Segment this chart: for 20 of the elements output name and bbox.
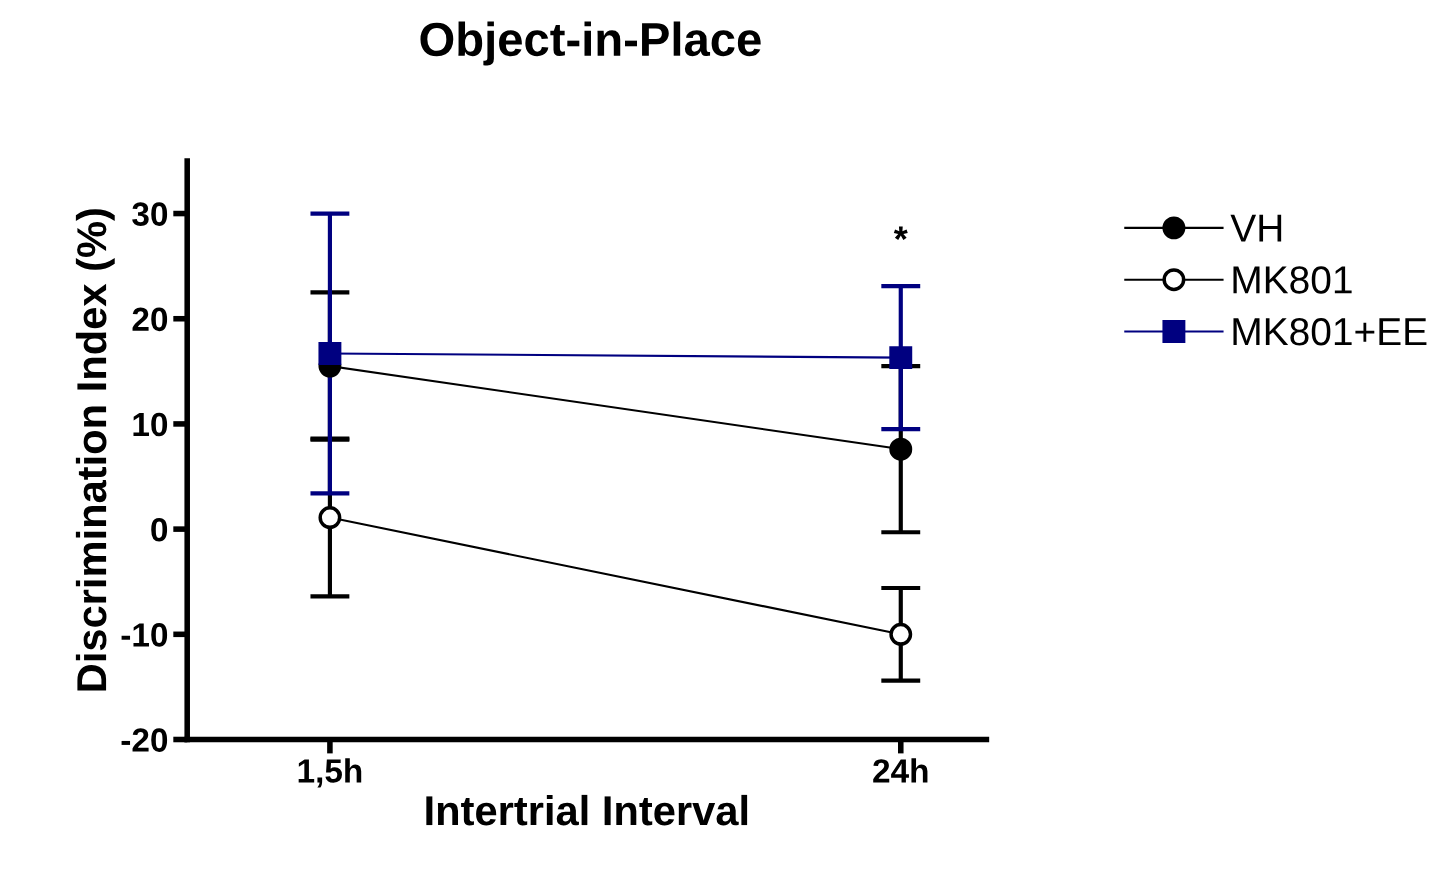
x-tick-label: 1,5h [298,758,362,788]
legend-label: MK801 [1233,266,1352,294]
x-tick-label: 24h [873,758,928,783]
point [889,346,913,370]
legend-label: MK801+EE [1233,317,1427,346]
point [889,622,913,646]
y-tick-label: -20 [121,728,168,752]
y-tick-label: -10 [121,623,168,647]
x-axis-title: Intertrial Interval [426,794,748,826]
y-tick-label: 20 [132,307,168,332]
y-axis-title: Discrimination Index (%) [75,209,115,691]
y-tick-label: 10 [133,412,168,437]
point [318,506,342,530]
point [318,341,342,365]
point [889,437,913,461]
legend-label: VH [1230,214,1282,242]
y-tick-label: 30 [132,202,168,226]
chart-title: Object-in-Place [420,21,761,66]
annotation: * [893,226,908,240]
y-tick-label: 0 [151,517,168,542]
